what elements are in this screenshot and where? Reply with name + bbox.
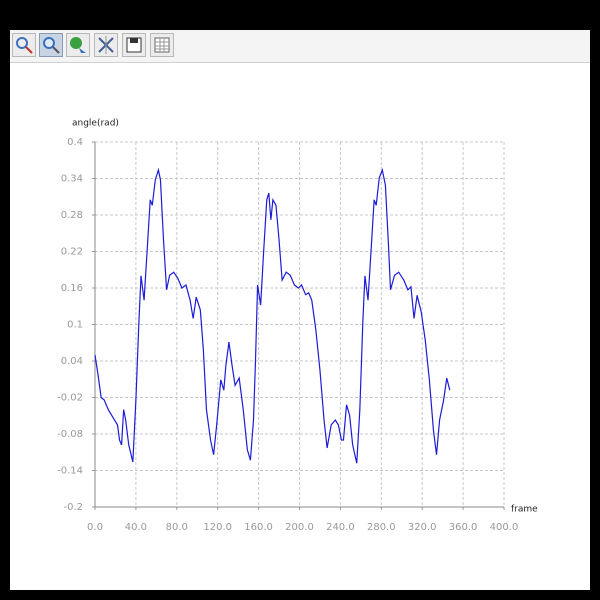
x-axis-title: frame (511, 505, 538, 515)
chart: angle(rad) frame -0.2-0.14-0.08-0.020.04… (57, 119, 538, 534)
toolbar (10, 30, 590, 63)
y-tick-label: 0.04 (61, 356, 83, 367)
zoom-fit-button[interactable] (12, 33, 36, 57)
x-tick-label: 40.0 (125, 522, 147, 533)
x-tick-label: 400.0 (490, 522, 519, 533)
y-tick-label: 0.28 (61, 210, 83, 221)
x-tick-label: 360.0 (449, 522, 478, 533)
y-tick-label: 0.22 (61, 247, 83, 258)
table-button[interactable] (150, 33, 174, 57)
pan-button[interactable] (66, 33, 90, 57)
x-tick-label: 280.0 (367, 522, 396, 533)
cursor-button[interactable] (94, 33, 118, 57)
x-tick-label: 120.0 (203, 522, 232, 533)
zoom-button[interactable] (39, 33, 63, 57)
y-tick-label: -0.2 (63, 502, 83, 513)
x-tick-label: 320.0 (408, 522, 437, 533)
x-tick-label: 240.0 (326, 522, 355, 533)
save-button[interactable] (122, 33, 146, 57)
x-tick-label: 80.0 (166, 522, 188, 533)
y-tick-label: -0.02 (57, 393, 83, 404)
y-tick-label: 0.16 (61, 283, 83, 294)
data-line (94, 167, 451, 464)
y-tick-label: 0.4 (67, 137, 83, 148)
x-tick-label: 200.0 (285, 522, 314, 533)
y-axis-title: angle(rad) (72, 119, 119, 129)
x-tick-label: 160.0 (244, 522, 273, 533)
y-tick-label: -0.08 (57, 429, 83, 440)
window: angle(rad) frame -0.2 -0.14 -0.08 -0.02 0.04… (10, 30, 590, 590)
y-tick-label: -0.14 (57, 466, 83, 477)
y-tick-label: 0.1 (67, 320, 83, 331)
x-tick-label: 0.0 (87, 522, 103, 533)
y-tick-label: 0.34 (61, 174, 83, 185)
